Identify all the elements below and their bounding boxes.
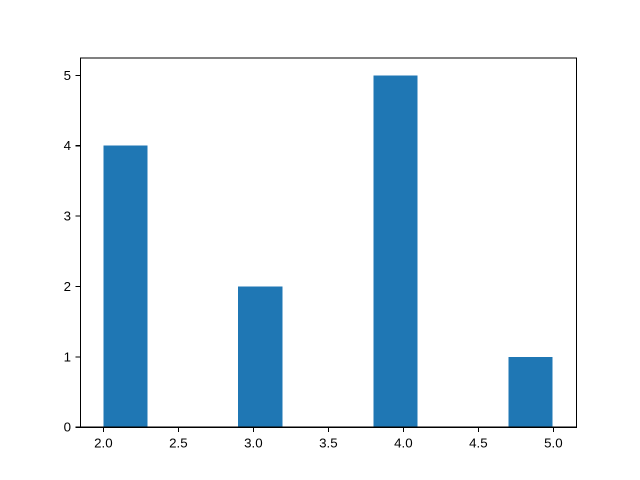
svg-text:2: 2	[64, 279, 71, 294]
svg-text:2.0: 2.0	[94, 436, 113, 451]
svg-text:3: 3	[64, 209, 71, 224]
svg-text:5: 5	[64, 68, 71, 83]
svg-text:0: 0	[64, 420, 71, 435]
svg-text:5.0: 5.0	[544, 436, 563, 451]
svg-text:2.5: 2.5	[169, 436, 188, 451]
svg-text:4.5: 4.5	[469, 436, 488, 451]
svg-text:1: 1	[64, 349, 71, 364]
svg-text:3.5: 3.5	[319, 436, 338, 451]
svg-text:4: 4	[64, 138, 71, 153]
svg-text:4.0: 4.0	[394, 436, 413, 451]
svg-text:3.0: 3.0	[244, 436, 263, 451]
